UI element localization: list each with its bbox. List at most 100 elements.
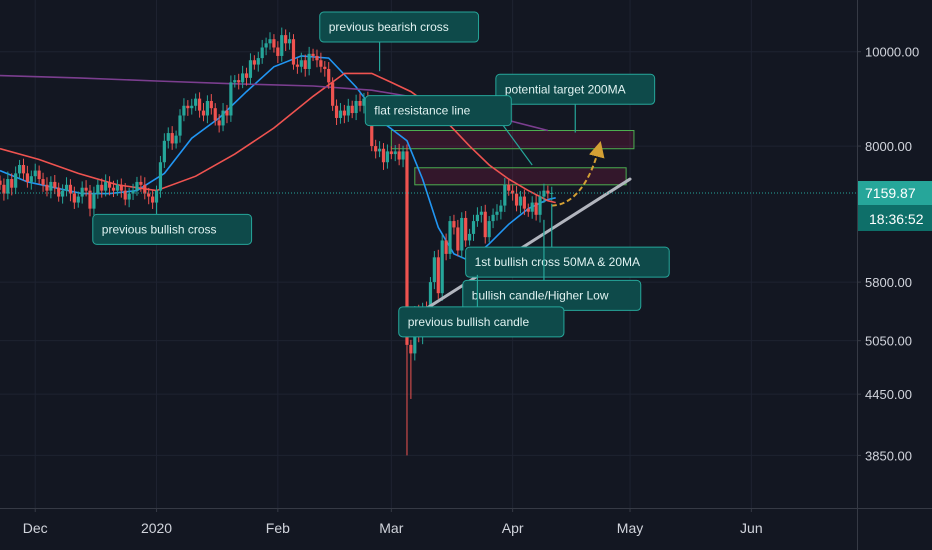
candle-body bbox=[10, 179, 14, 188]
candle-body bbox=[6, 179, 10, 194]
candle bbox=[217, 114, 221, 133]
candle-body bbox=[127, 193, 131, 200]
annotation-box bbox=[495, 73, 656, 105]
candle-body bbox=[147, 193, 151, 197]
annotation-callout: potential target 200MA bbox=[495, 73, 656, 133]
candle-body bbox=[409, 344, 413, 354]
candle bbox=[158, 155, 163, 198]
candle-body bbox=[260, 47, 264, 59]
x-tick-label: Feb bbox=[266, 520, 290, 536]
candle bbox=[80, 181, 84, 204]
candle-body bbox=[17, 164, 22, 174]
candle-body bbox=[499, 205, 503, 212]
candle bbox=[319, 52, 323, 73]
candle bbox=[507, 179, 511, 196]
candle bbox=[197, 92, 202, 118]
annotation-label: previous bearish cross bbox=[329, 20, 449, 34]
candle bbox=[303, 54, 307, 77]
candle bbox=[538, 190, 542, 223]
candle-body bbox=[526, 208, 530, 212]
candle-body bbox=[374, 146, 378, 152]
candle bbox=[68, 179, 73, 202]
candle-body bbox=[237, 80, 241, 83]
candle bbox=[491, 208, 495, 229]
candle bbox=[100, 178, 104, 198]
candle bbox=[127, 187, 131, 208]
candle-body bbox=[291, 39, 296, 65]
candle bbox=[405, 144, 409, 456]
candle bbox=[49, 176, 53, 199]
candle bbox=[92, 186, 96, 216]
candle-body bbox=[64, 184, 69, 191]
candle bbox=[287, 32, 292, 50]
candle-body bbox=[53, 181, 57, 188]
x-tick-label: Dec bbox=[23, 520, 48, 536]
candle bbox=[452, 214, 456, 235]
candle bbox=[260, 39, 264, 64]
candle bbox=[377, 141, 382, 158]
candle bbox=[334, 99, 339, 125]
candle-body bbox=[511, 190, 515, 194]
candle-body bbox=[464, 217, 468, 241]
candle bbox=[135, 176, 139, 196]
candle-body bbox=[432, 257, 436, 283]
candle bbox=[471, 214, 476, 241]
candle-body bbox=[154, 190, 159, 203]
candle-body bbox=[503, 184, 507, 206]
candle bbox=[397, 143, 401, 166]
candle bbox=[205, 95, 210, 124]
candle bbox=[256, 51, 260, 72]
candle bbox=[448, 216, 452, 259]
candle-body bbox=[139, 181, 143, 185]
candle bbox=[381, 143, 386, 170]
candle-body bbox=[61, 190, 65, 197]
candle-body bbox=[448, 221, 452, 254]
candle bbox=[268, 32, 272, 50]
candle bbox=[358, 93, 362, 112]
candle-body bbox=[471, 221, 476, 234]
candle-body bbox=[311, 53, 315, 56]
candle-body bbox=[197, 98, 202, 111]
candle-body bbox=[115, 184, 119, 191]
candle-body bbox=[100, 184, 104, 191]
candle-body bbox=[92, 193, 96, 209]
candle bbox=[291, 34, 296, 70]
resistance-zones bbox=[390, 130, 635, 186]
candle-body bbox=[268, 39, 272, 44]
candle bbox=[6, 171, 10, 200]
candle bbox=[264, 37, 268, 56]
support-trendline bbox=[425, 177, 632, 310]
candle bbox=[84, 180, 88, 197]
candle-body bbox=[370, 110, 374, 147]
candle-body bbox=[393, 151, 397, 155]
candle bbox=[495, 204, 499, 221]
candle bbox=[143, 177, 147, 200]
x-axis-ticks: Dec 2020 Feb Mar Apr May Jun bbox=[23, 508, 763, 536]
candle bbox=[295, 58, 300, 74]
x-tick-label: Apr bbox=[502, 520, 524, 536]
candle bbox=[21, 158, 26, 181]
candle-body bbox=[542, 190, 546, 197]
annotation-box bbox=[465, 246, 670, 278]
candle-body bbox=[119, 184, 123, 191]
candle-body bbox=[174, 135, 178, 144]
candle-body bbox=[209, 100, 213, 109]
candle-body bbox=[483, 211, 487, 238]
candle bbox=[166, 127, 170, 149]
annotation-label: bullish candle/Higher Low bbox=[472, 288, 609, 302]
candle bbox=[229, 75, 233, 122]
y-tick-label: 3850.00 bbox=[865, 448, 912, 463]
candle bbox=[151, 189, 155, 209]
candle bbox=[0, 175, 2, 190]
candle-body bbox=[389, 151, 393, 155]
candle bbox=[315, 49, 319, 68]
candle-body bbox=[381, 148, 386, 163]
annotation-callout: previous bullish cross bbox=[92, 199, 253, 245]
candle-body bbox=[460, 217, 464, 251]
candle-body bbox=[111, 187, 116, 191]
candle bbox=[248, 53, 253, 85]
candle bbox=[511, 184, 515, 201]
candle-body bbox=[546, 190, 550, 194]
candle-body bbox=[96, 184, 100, 194]
